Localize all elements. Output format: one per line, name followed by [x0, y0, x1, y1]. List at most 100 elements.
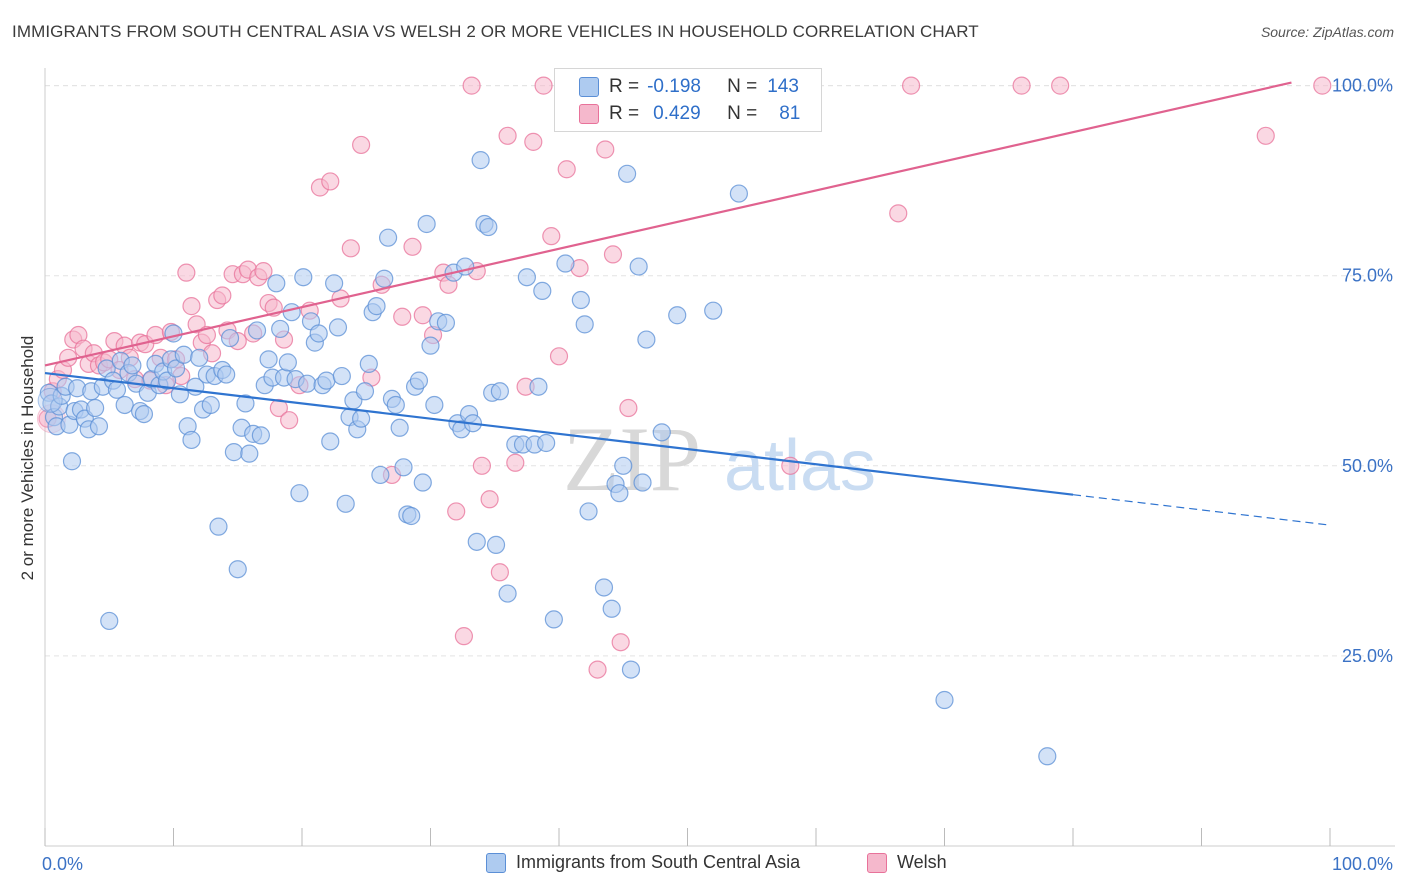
- point-south-central-asia: [282, 303, 301, 322]
- point-south-central-asia: [228, 560, 247, 579]
- trend-line-welsh: [44, 81, 1292, 367]
- point-welsh: [1256, 126, 1275, 145]
- point-south-central-asia: [633, 473, 652, 492]
- point-south-central-asia: [359, 354, 378, 374]
- point-south-central-asia: [421, 336, 440, 355]
- legend-r-value: 0.429: [653, 103, 701, 124]
- point-south-central-asia: [166, 359, 186, 378]
- point-south-central-asia: [317, 371, 336, 390]
- legend-r-label: R =: [609, 103, 640, 124]
- point-south-central-asia: [157, 371, 177, 390]
- point-south-central-asia: [490, 382, 509, 401]
- point-south-central-asia: [409, 371, 429, 390]
- legend-n-value: 143: [767, 76, 799, 97]
- point-south-central-asia: [471, 151, 490, 170]
- point-welsh: [269, 398, 288, 418]
- source-credit: Source: ZipAtlas.com: [1260, 24, 1394, 40]
- point-welsh: [480, 490, 499, 509]
- point-south-central-asia: [115, 395, 134, 415]
- legend-n-label: N =: [727, 103, 758, 124]
- trend-lines: [44, 81, 1331, 526]
- point-south-central-asia: [637, 330, 656, 349]
- point-welsh: [542, 227, 561, 246]
- point-south-central-asia: [134, 404, 154, 424]
- point-welsh: [549, 347, 569, 366]
- point-south-central-asia: [217, 365, 236, 384]
- tick-labels: 25.0% 50.0% 75.0% 100.0% 0.0% 100.0%: [42, 76, 1393, 874]
- point-south-central-asia: [62, 452, 82, 471]
- point-south-central-asia: [629, 257, 648, 276]
- series-legend: Immigrants from South Central Asia Welsh: [0, 852, 1406, 876]
- point-south-central-asia: [652, 423, 671, 442]
- legend-label-south-central-asia: Immigrants from South Central Asia: [516, 852, 801, 872]
- point-welsh: [490, 563, 509, 582]
- point-south-central-asia: [618, 164, 637, 183]
- point-south-central-asia: [174, 345, 193, 364]
- point-south-central-asia: [164, 324, 183, 343]
- point-south-central-asia: [247, 321, 267, 340]
- point-welsh: [472, 456, 491, 475]
- point-south-central-asia: [37, 387, 63, 413]
- point-south-central-asia: [394, 458, 413, 477]
- chart-title: IMMIGRANTS FROM SOUTH CENTRAL ASIA VS WE…: [12, 22, 979, 41]
- point-south-central-asia: [123, 356, 142, 375]
- point-south-central-asia: [278, 353, 297, 372]
- point-welsh: [498, 126, 517, 145]
- point-south-central-asia: [1038, 747, 1057, 766]
- point-south-central-asia: [529, 377, 548, 396]
- point-south-central-asia: [259, 350, 278, 369]
- point-south-central-asia: [371, 465, 390, 485]
- y-axis-label: 2 or more Vehicles in Household: [18, 335, 37, 581]
- point-south-central-asia: [298, 374, 317, 393]
- y-tick-label: 100.0%: [1332, 76, 1393, 96]
- point-south-central-asia: [486, 535, 506, 554]
- point-south-central-asia: [571, 290, 590, 310]
- point-south-central-asia: [479, 217, 498, 237]
- point-south-central-asia: [467, 532, 486, 551]
- point-welsh: [588, 660, 607, 679]
- point-south-central-asia: [413, 473, 432, 492]
- legend-label-welsh: Welsh: [897, 852, 947, 872]
- point-south-central-asia: [402, 506, 421, 526]
- point-south-central-asia: [190, 348, 209, 367]
- point-south-central-asia: [935, 690, 954, 710]
- point-welsh: [901, 76, 921, 95]
- point-south-central-asia: [86, 398, 105, 418]
- point-south-central-asia: [352, 409, 371, 428]
- point-south-central-asia: [107, 380, 127, 399]
- point-south-central-asia: [386, 395, 405, 415]
- point-south-central-asia: [294, 268, 313, 287]
- point-welsh: [321, 172, 340, 191]
- point-south-central-asia: [220, 328, 240, 348]
- legend-swatch-pink: [867, 852, 887, 873]
- legend-n-label: N =: [727, 76, 758, 97]
- point-south-central-asia: [367, 297, 386, 316]
- point-south-central-asia: [236, 394, 255, 413]
- point-south-central-asia: [668, 306, 687, 325]
- point-south-central-asia: [729, 184, 749, 203]
- point-south-central-asia: [544, 610, 563, 629]
- y-tick-label: 50.0%: [1342, 456, 1393, 476]
- trend-line-south-central-asia: [44, 371, 1074, 496]
- point-south-central-asia: [321, 432, 340, 451]
- point-welsh: [1051, 76, 1070, 95]
- watermark-atlas: atlas: [724, 426, 876, 506]
- point-welsh: [557, 160, 576, 179]
- stats-legend: R = -0.198 N = 143 R = 0.429 N = 81: [554, 68, 822, 132]
- point-south-central-asia: [579, 502, 598, 521]
- point-south-central-asia: [498, 584, 517, 603]
- watermark-zip: ZIP: [563, 408, 701, 510]
- point-south-central-asia: [425, 395, 444, 415]
- legend-item-south-central-asia: Immigrants from South Central Asia: [486, 852, 800, 873]
- point-welsh: [603, 245, 623, 264]
- point-south-central-asia: [332, 366, 351, 386]
- point-welsh: [462, 76, 481, 95]
- point-south-central-asia: [375, 269, 394, 288]
- point-south-central-asia: [517, 268, 536, 287]
- point-welsh: [182, 297, 201, 316]
- point-south-central-asia: [704, 301, 723, 320]
- point-south-central-asia: [602, 599, 621, 618]
- point-welsh: [596, 140, 615, 159]
- y-tick-label: 25.0%: [1342, 646, 1393, 666]
